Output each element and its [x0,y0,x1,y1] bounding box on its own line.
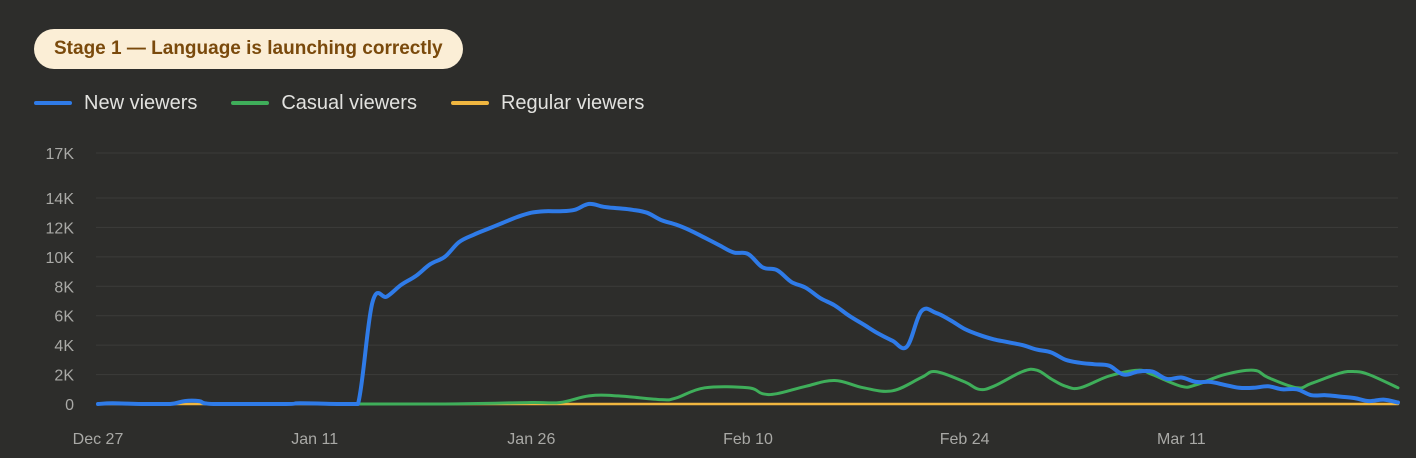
x-tick-label: Dec 27 [73,431,124,448]
legend-swatch-new-viewers [34,101,72,105]
legend-item-casual-viewers[interactable]: Casual viewers [231,92,417,115]
x-tick-label: Mar 11 [1157,431,1206,448]
y-tick-label: 14K [46,191,75,208]
stage-badge: Stage 1 — Language is launching correctl… [34,29,463,69]
y-tick-label: 10K [46,250,75,267]
y-tick-label: 12K [46,220,75,237]
x-tick-label: Feb 24 [940,431,990,448]
series-line-casual-viewers [342,367,1400,406]
x-tick-label: Jan 26 [507,431,555,448]
y-tick-label: 2K [54,368,74,385]
x-tick-label: Jan 11 [291,431,338,448]
y-tick-label: 6K [54,309,74,326]
y-tick-label: 8K [54,279,74,296]
y-tick-label: 17K [46,146,75,163]
legend-item-new-viewers[interactable]: New viewers [34,92,197,115]
legend-label-new-viewers: New viewers [84,91,198,114]
y-tick-label: 0 [65,397,74,414]
y-tick-label: 4K [54,338,74,355]
legend-swatch-casual-viewers [231,101,270,105]
x-tick-label: Feb 10 [723,431,773,448]
chart-legend: New viewers Casual viewers Regular viewe… [34,88,678,118]
legend-label-regular-viewers: Regular viewers [500,91,645,114]
legend-label-casual-viewers: Casual viewers [281,91,417,114]
legend-swatch-regular-viewers [450,101,489,105]
series-line-new-viewers [96,201,1400,407]
legend-item-regular-viewers[interactable]: Regular viewers [450,91,645,115]
